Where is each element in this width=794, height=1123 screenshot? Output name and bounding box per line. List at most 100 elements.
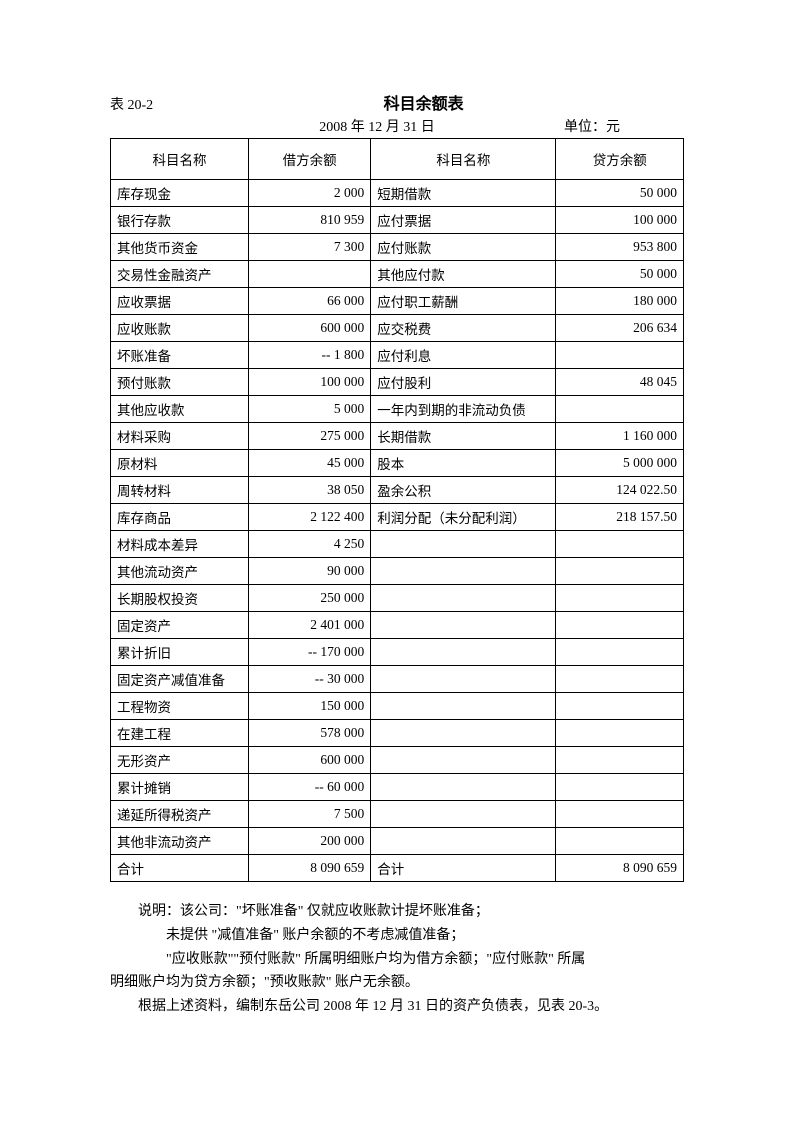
cell-left-name: 应收票据: [111, 288, 249, 315]
cell-credit-amount: [556, 747, 684, 774]
cell-credit-amount: 50 000: [556, 180, 684, 207]
table-row: 固定资产2 401 000: [111, 612, 684, 639]
cell-debit-amount: 2 401 000: [248, 612, 370, 639]
table-label: 表 20-2: [110, 94, 153, 114]
cell-left-name: 累计折旧: [111, 639, 249, 666]
cell-right-name: [371, 585, 556, 612]
cell-left-name: 交易性金融资产: [111, 261, 249, 288]
cell-right-name: 盈余公积: [371, 477, 556, 504]
table-row: 预付账款100 000应付股利48 045: [111, 369, 684, 396]
cell-left-name: 库存现金: [111, 180, 249, 207]
col-header-right-name: 科目名称: [371, 139, 556, 180]
note-line: 未提供 "减值准备" 账户余额的不考虑减值准备；: [110, 924, 684, 948]
table-row: 工程物资150 000: [111, 693, 684, 720]
cell-debit-amount: 7 300: [248, 234, 370, 261]
cell-right-name: 其他应付款: [371, 261, 556, 288]
cell-left-name: 应收账款: [111, 315, 249, 342]
table-row: 库存现金2 000短期借款50 000: [111, 180, 684, 207]
cell-debit-amount: 7 500: [248, 801, 370, 828]
table-row: 其他应收款5 000一年内到期的非流动负债: [111, 396, 684, 423]
cell-right-name: 一年内到期的非流动负债: [371, 396, 556, 423]
table-row: 应收票据66 000应付职工薪酬180 000: [111, 288, 684, 315]
notes-block: 说明：该公司："坏账准备" 仅就应收账款计提坏账准备； 未提供 "减值准备" 账…: [110, 900, 684, 1019]
cell-left-name: 累计摊销: [111, 774, 249, 801]
cell-credit-amount: 8 090 659: [556, 855, 684, 882]
cell-left-name: 其他非流动资产: [111, 828, 249, 855]
cell-left-name: 材料采购: [111, 423, 249, 450]
note-line: 明细账户均为贷方余额；"预收账款" 账户无余额。: [110, 971, 684, 995]
cell-credit-amount: [556, 720, 684, 747]
table-row: 材料采购275 000长期借款1 160 000: [111, 423, 684, 450]
table-row: 原材料45 000股本5 000 000: [111, 450, 684, 477]
cell-left-name: 固定资产减值准备: [111, 666, 249, 693]
cell-right-name: [371, 666, 556, 693]
cell-right-name: [371, 720, 556, 747]
cell-left-name: 无形资产: [111, 747, 249, 774]
table-row: 无形资产600 000: [111, 747, 684, 774]
cell-left-name: 其他货币资金: [111, 234, 249, 261]
table-body: 库存现金2 000短期借款50 000银行存款810 959应付票据100 00…: [111, 180, 684, 882]
cell-credit-amount: [556, 342, 684, 369]
table-row: 材料成本差异4 250: [111, 531, 684, 558]
cell-right-name: 股本: [371, 450, 556, 477]
table-row: 在建工程578 000: [111, 720, 684, 747]
table-row: 固定资产减值准备-- 30 000: [111, 666, 684, 693]
table-row: 其他货币资金7 300应付账款953 800: [111, 234, 684, 261]
cell-credit-amount: [556, 693, 684, 720]
cell-credit-amount: [556, 531, 684, 558]
cell-right-name: 应付账款: [371, 234, 556, 261]
cell-right-name: 应付利息: [371, 342, 556, 369]
cell-right-name: 利润分配（未分配利润）: [371, 504, 556, 531]
cell-debit-amount: -- 170 000: [248, 639, 370, 666]
cell-right-name: 应交税费: [371, 315, 556, 342]
cell-credit-amount: [556, 558, 684, 585]
note-line: "应收账款""预付账款" 所属明细账户均为借方余额；"应付账款" 所属: [110, 948, 684, 972]
cell-left-name: 长期股权投资: [111, 585, 249, 612]
page-title: 科目余额表: [163, 90, 684, 114]
cell-credit-amount: [556, 396, 684, 423]
table-row: 合计8 090 659合计8 090 659: [111, 855, 684, 882]
cell-debit-amount: 275 000: [248, 423, 370, 450]
cell-credit-amount: [556, 666, 684, 693]
cell-debit-amount: 2 000: [248, 180, 370, 207]
cell-left-name: 原材料: [111, 450, 249, 477]
table-row: 交易性金融资产 其他应付款50 000: [111, 261, 684, 288]
cell-credit-amount: 1 160 000: [556, 423, 684, 450]
cell-debit-amount: -- 60 000: [248, 774, 370, 801]
cell-left-name: 其他流动资产: [111, 558, 249, 585]
cell-left-name: 工程物资: [111, 693, 249, 720]
cell-right-name: [371, 612, 556, 639]
cell-credit-amount: 48 045: [556, 369, 684, 396]
table-row: 累计摊销-- 60 000: [111, 774, 684, 801]
cell-left-name: 周转材料: [111, 477, 249, 504]
cell-debit-amount: 578 000: [248, 720, 370, 747]
cell-credit-amount: [556, 774, 684, 801]
cell-debit-amount: 200 000: [248, 828, 370, 855]
cell-left-name: 合计: [111, 855, 249, 882]
cell-debit-amount: [248, 261, 370, 288]
cell-left-name: 递延所得税资产: [111, 801, 249, 828]
cell-debit-amount: 150 000: [248, 693, 370, 720]
cell-debit-amount: 45 000: [248, 450, 370, 477]
cell-debit-amount: 90 000: [248, 558, 370, 585]
unit-label: 单位：元: [564, 116, 684, 136]
table-row: 长期股权投资250 000: [111, 585, 684, 612]
cell-right-name: 应付票据: [371, 207, 556, 234]
cell-right-name: [371, 693, 556, 720]
cell-left-name: 固定资产: [111, 612, 249, 639]
cell-right-name: [371, 639, 556, 666]
cell-credit-amount: 5 000 000: [556, 450, 684, 477]
cell-right-name: [371, 774, 556, 801]
table-row: 累计折旧-- 170 000: [111, 639, 684, 666]
cell-credit-amount: [556, 639, 684, 666]
cell-credit-amount: [556, 828, 684, 855]
table-row: 银行存款810 959应付票据100 000: [111, 207, 684, 234]
cell-right-name: 应付职工薪酬: [371, 288, 556, 315]
table-row: 坏账准备-- 1 800应付利息: [111, 342, 684, 369]
cell-left-name: 库存商品: [111, 504, 249, 531]
cell-credit-amount: 50 000: [556, 261, 684, 288]
cell-left-name: 材料成本差异: [111, 531, 249, 558]
cell-left-name: 在建工程: [111, 720, 249, 747]
col-header-credit: 贷方余额: [556, 139, 684, 180]
table-row: 其他流动资产90 000: [111, 558, 684, 585]
